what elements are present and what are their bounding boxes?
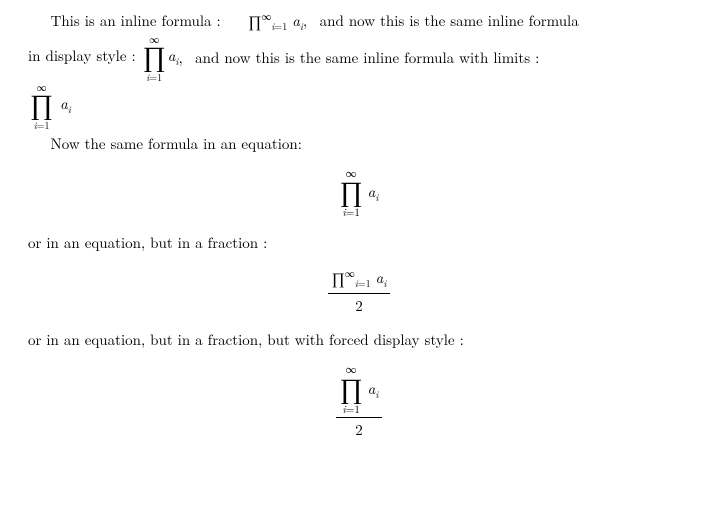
paragraph-1: This is an inline formula : ∏∞i=1 ai, an… xyxy=(28,10,690,130)
prod-symbol: ∏ xyxy=(340,179,363,207)
paragraph-3: or in an equation, but in a fraction : xyxy=(28,233,690,253)
prod-symbol: ∏ xyxy=(143,44,166,72)
prod-lower: i=1 xyxy=(340,404,363,416)
fraction-denominator: 2 xyxy=(328,293,391,316)
text-p1d: , and now this is the same inline formul… xyxy=(178,46,539,67)
equation-3: ∞ ∏ i=1 ai 2 xyxy=(28,364,690,440)
fraction-numerator: ∏∞i=1 ai xyxy=(328,267,391,293)
inline-product-displaystyle: ∞ ∏ i=1 xyxy=(143,34,166,82)
prod-lower: i=1 xyxy=(143,72,166,82)
para-1-line-3: ∞ ∏ i=1 ai xyxy=(28,82,690,130)
equation-1: ∞ ∏ i=1 ai xyxy=(28,168,690,219)
term-ai: ai xyxy=(292,10,303,31)
term-ai: ai xyxy=(368,181,379,202)
term-ai: ai xyxy=(368,378,379,399)
fraction-textstyle: ∏∞i=1 ai 2 xyxy=(328,267,391,316)
prod-lower: i=1 xyxy=(355,276,371,290)
para-1-line-1: This is an inline formula : ∏∞i=1 ai, an… xyxy=(28,10,690,34)
fraction-displaystyle: ∞ ∏ i=1 ai 2 xyxy=(336,364,383,440)
term-ai: ai xyxy=(60,93,71,114)
inline-product-textstyle: ∏∞i=1 ai xyxy=(226,10,303,31)
prod-symbol: ∏ xyxy=(340,376,363,404)
term-ai: ai xyxy=(168,45,179,66)
prod-upper: ∞ xyxy=(261,9,271,23)
paragraph-4: or in an equation, but in a fraction, bu… xyxy=(28,330,690,350)
text-p1c: in display style : xyxy=(28,45,141,66)
inline-product-limits: ∞ ∏ i=1 xyxy=(30,82,53,130)
prod-symbol: ∏ xyxy=(226,12,262,34)
prod-symbol: ∏ xyxy=(332,269,345,291)
para-1-line-2: in display style : ∞ ∏ i=1 ai, and now t… xyxy=(28,34,690,82)
prod-lower: i=1 xyxy=(340,207,363,219)
term-ai: ai xyxy=(376,267,387,288)
equation-2: ∏∞i=1 ai 2 xyxy=(28,267,690,316)
paragraph-2: Now the same formula in an equation: xyxy=(28,134,690,154)
display-product: ∞ ∏ i=1 xyxy=(340,168,363,219)
prod-lower: i=1 xyxy=(271,19,287,33)
fraction-denominator: 2 xyxy=(336,417,383,440)
display-product: ∞ ∏ i=1 xyxy=(340,364,363,415)
prod-lower: i=1 xyxy=(30,120,53,130)
fraction-numerator: ∞ ∏ i=1 ai xyxy=(336,364,383,417)
text-p1a: This is an inline formula : xyxy=(51,10,226,31)
prod-upper: ∞ xyxy=(345,266,355,280)
text-p1b: , and now this is the same inline formul… xyxy=(303,10,579,31)
prod-symbol: ∏ xyxy=(30,92,53,120)
